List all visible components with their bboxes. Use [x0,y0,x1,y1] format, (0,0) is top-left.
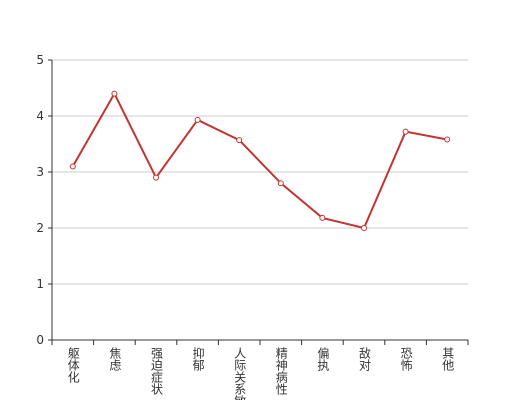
y-tick-label: 3 [36,165,44,179]
x-tick-label: 人际关系敏感 [233,347,247,400]
y-tick-label: 1 [36,277,44,291]
point [194,116,201,123]
point [361,225,367,231]
point [319,214,326,221]
x-tick-label: 恐怖 [399,347,413,371]
x-tick-label: 敌对 [358,346,372,371]
x-tick-label: 偏执 [316,346,330,372]
point [111,90,118,97]
y-tick-label: 5 [36,53,44,67]
x-tick-label: 焦虑 [108,347,122,371]
x-tick-label: 躯体化 [66,346,80,384]
point [277,180,284,187]
point [444,136,451,143]
x-tick-label: 抑郁 [191,346,205,372]
point [236,137,243,144]
y-tick-label: 2 [36,221,44,235]
x-tick-label: 精神病性 [274,347,288,396]
point [402,128,409,135]
x-tick-label: 强迫症状 [150,347,164,395]
point [153,174,159,181]
point [69,163,76,170]
y-tick-label: 4 [36,109,44,123]
line [71,91,448,230]
y-tick-label: 0 [36,333,44,347]
x-tick-label: 其他 [441,347,455,371]
